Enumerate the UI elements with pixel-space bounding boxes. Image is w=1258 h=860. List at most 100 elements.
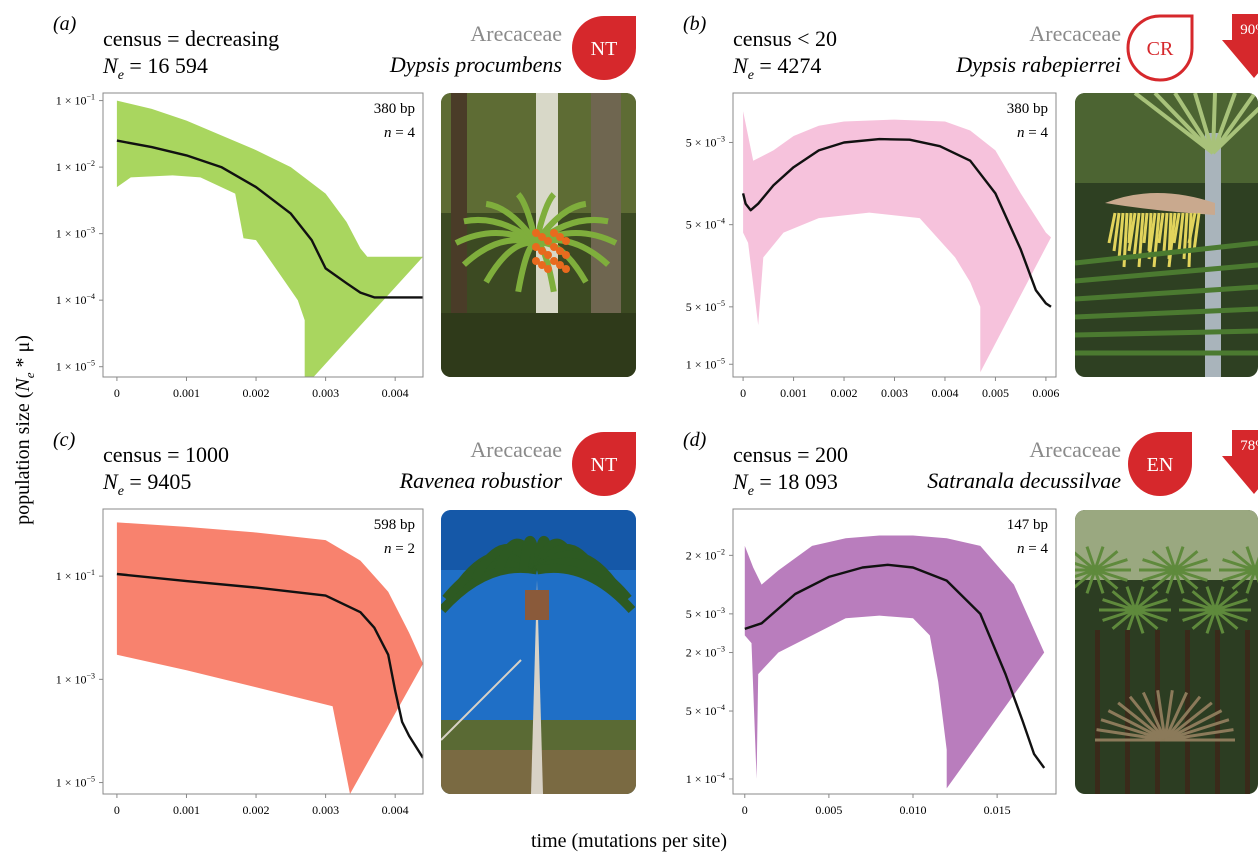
tspan: N bbox=[12, 377, 34, 393]
photo-shape bbox=[1174, 568, 1208, 582]
y-tick-mantissa: 1 bbox=[56, 569, 62, 583]
y-axis-label-rest: * μ) bbox=[12, 335, 34, 372]
photo-shape bbox=[1134, 590, 1159, 612]
credible-interval-band bbox=[116, 100, 423, 377]
photo-shape bbox=[1162, 212, 1169, 252]
photo-shape bbox=[556, 247, 564, 255]
photo-shape bbox=[544, 265, 552, 273]
photo-shape bbox=[1107, 709, 1166, 742]
tspan: ( bbox=[53, 13, 61, 35]
photo-shape bbox=[1102, 608, 1136, 622]
photo-shape bbox=[1245, 569, 1257, 594]
photo-shape bbox=[1105, 193, 1215, 215]
photo-shape bbox=[1111, 608, 1136, 630]
photo-shape bbox=[1173, 93, 1215, 155]
y-tick-mantissa: 2 bbox=[686, 548, 692, 562]
photo-shape bbox=[536, 563, 636, 614]
photo-shape bbox=[451, 93, 467, 377]
photo-shape bbox=[1156, 690, 1167, 741]
ne-label: Ne = 16 594 bbox=[102, 53, 208, 83]
y-tick-exponent: −3 bbox=[716, 645, 725, 654]
photo-shape bbox=[1231, 550, 1256, 572]
photo-shape bbox=[550, 243, 558, 251]
photo-shape bbox=[1132, 212, 1141, 260]
photo-shape bbox=[1165, 546, 1177, 571]
photo-shape bbox=[1174, 568, 1199, 590]
ne-value: 16 594 bbox=[147, 53, 208, 78]
panel-letter-value: d bbox=[690, 429, 701, 451]
photo-shape bbox=[1075, 284, 1258, 302]
family-label: Arecaceae bbox=[1029, 437, 1121, 462]
species-label: Ravenea robustior bbox=[399, 468, 563, 493]
photo-shape bbox=[550, 257, 558, 265]
plot-frame bbox=[732, 508, 1057, 795]
sample-size: n = 4 bbox=[1017, 125, 1048, 141]
photo-shape bbox=[550, 229, 558, 237]
ne-label: Ne = 18 093 bbox=[732, 469, 838, 499]
x-tick-label: 0.004 bbox=[931, 386, 958, 400]
status-badge: NT bbox=[572, 16, 636, 80]
y-tick-label: 1 × 10−5 bbox=[56, 775, 95, 790]
photo-shape bbox=[1094, 550, 1119, 572]
tspan: = bbox=[754, 469, 777, 494]
y-tick-exponent: −1 bbox=[86, 93, 95, 102]
tspan: × 10 bbox=[62, 569, 87, 583]
sample-size-value: 4 bbox=[1041, 541, 1049, 557]
tspan: × 10 bbox=[62, 672, 87, 686]
photo-illustration bbox=[441, 93, 636, 377]
y-tick-exponent: −3 bbox=[86, 226, 95, 235]
photo-shape bbox=[1075, 568, 1096, 589]
y-tick-label: 2 × 10−2 bbox=[686, 547, 725, 562]
y-tick-label: 5 × 10−3 bbox=[686, 606, 725, 621]
photo-shape bbox=[544, 251, 552, 259]
sequence-length: 147 bp bbox=[1007, 517, 1048, 533]
photo-shape bbox=[1142, 558, 1176, 572]
photo-shape bbox=[1164, 728, 1234, 742]
y-tick-exponent: −2 bbox=[716, 547, 725, 556]
y-tick-exponent: −5 bbox=[716, 356, 725, 365]
y-tick-mantissa: 1 bbox=[686, 357, 692, 371]
photo-shape bbox=[1075, 306, 1258, 320]
photo-shape bbox=[532, 243, 540, 251]
photo-illustration bbox=[1075, 93, 1258, 377]
species-label: Dypsis rabepierrei bbox=[955, 52, 1121, 77]
photo-shape bbox=[1134, 608, 1168, 622]
y-tick-exponent: −2 bbox=[86, 159, 95, 168]
photo-shape bbox=[1125, 586, 1137, 611]
tspan: × 10 bbox=[62, 360, 87, 374]
x-tick-label: 0.003 bbox=[312, 386, 339, 400]
census-label: census = 200 bbox=[733, 442, 848, 467]
photo-shape bbox=[1214, 590, 1239, 612]
photo-shape bbox=[485, 200, 539, 245]
photo-shape bbox=[532, 257, 540, 265]
y-tick-mantissa: 2 bbox=[686, 646, 692, 660]
species-label: Satranala decussilvae bbox=[927, 468, 1121, 493]
photo-shape bbox=[562, 265, 570, 273]
y-tick-mantissa: 1 bbox=[56, 160, 62, 174]
photo-shape bbox=[1211, 106, 1258, 155]
x-tick-label: 0.002 bbox=[243, 386, 270, 400]
panel-letter: (d) bbox=[683, 429, 707, 451]
y-tick-mantissa: 1 bbox=[56, 293, 62, 307]
photo-shape bbox=[1192, 212, 1201, 252]
tspan: ( bbox=[53, 429, 61, 451]
sample-size-value: 4 bbox=[1041, 125, 1049, 141]
panel-letter-value: a bbox=[60, 13, 70, 35]
x-tick-label: 0 bbox=[742, 803, 748, 817]
tspan: × 10 bbox=[692, 548, 717, 562]
photo-shape bbox=[1142, 691, 1167, 741]
photo-shape bbox=[1093, 546, 1105, 571]
y-tick-label: 5 × 10−4 bbox=[686, 217, 725, 232]
photo-shape bbox=[1205, 609, 1217, 634]
tspan: N bbox=[732, 469, 749, 494]
photo-shape bbox=[1153, 93, 1215, 155]
sample-size: n = 4 bbox=[384, 125, 415, 141]
x-tick-label: 0.002 bbox=[831, 386, 858, 400]
photo-shape bbox=[1211, 93, 1257, 155]
photo-shape bbox=[556, 261, 564, 269]
photo-shape bbox=[1151, 550, 1176, 572]
photo-shape bbox=[1167, 212, 1177, 268]
photo-shape bbox=[1157, 212, 1165, 244]
x-tick-label: 0.003 bbox=[312, 803, 339, 817]
ne-label: Ne = 9405 bbox=[102, 469, 191, 499]
